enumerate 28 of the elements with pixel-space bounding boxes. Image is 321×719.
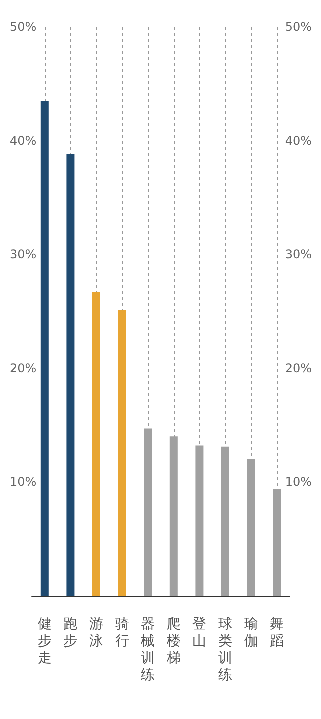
x-tick-label: 游泳 <box>90 616 104 650</box>
x-tick-label: 健步走 <box>38 616 52 666</box>
y-tick-label: 50% <box>10 20 37 34</box>
y2-tick-label: 20% <box>285 361 312 376</box>
y2-tick-label: 50% <box>285 20 312 34</box>
y-tick-label: 10% <box>10 475 37 490</box>
x-tick-label: 登山 <box>192 616 207 650</box>
bar <box>118 310 126 596</box>
y-tick-label: 40% <box>10 134 37 148</box>
bar <box>273 489 282 596</box>
x-tick-label: 爬楼梯 <box>166 616 181 666</box>
x-tick-label: 跑步 <box>64 616 78 650</box>
bar <box>66 154 75 596</box>
y2-tick-label: 30% <box>285 248 312 262</box>
y2-tick-label: 40% <box>285 134 312 148</box>
x-tick-label: 器械训练 <box>141 616 156 684</box>
x-tick-label: 瑜伽 <box>244 616 258 650</box>
x-tick-label: 球类训练 <box>218 616 232 684</box>
bar <box>92 292 100 596</box>
bar <box>144 428 152 596</box>
y-tick-label: 30% <box>10 248 37 262</box>
x-tick-label: 舞蹈 <box>270 616 284 650</box>
bar <box>40 100 49 596</box>
bar <box>196 446 204 596</box>
y-tick-label: 20% <box>10 361 37 376</box>
x-tick-label: 骑行 <box>115 616 130 650</box>
y2-tick-label: 10% <box>285 475 312 490</box>
bar <box>222 446 230 596</box>
